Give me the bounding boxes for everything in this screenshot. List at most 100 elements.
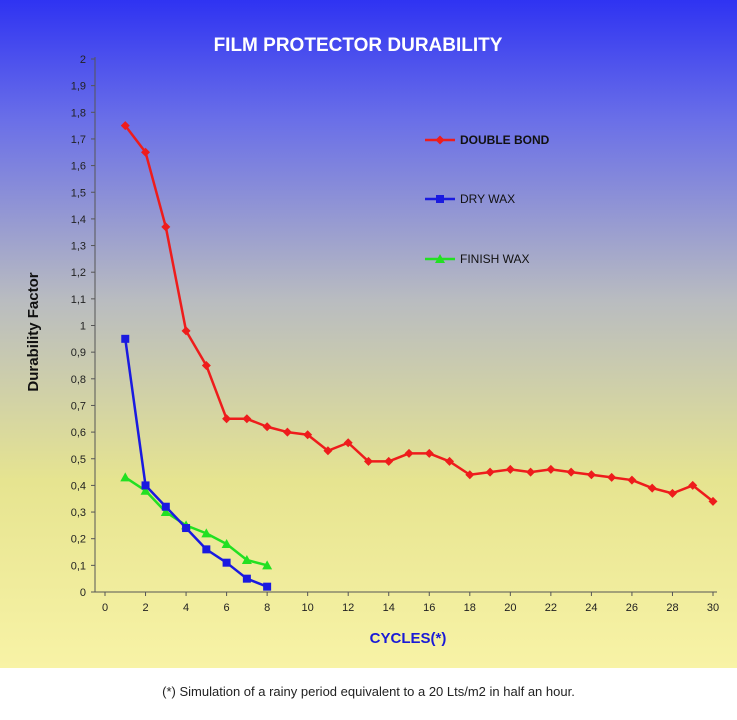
x-tick-label: 16 xyxy=(423,602,435,614)
data-point-double-bond xyxy=(141,147,151,157)
x-tick-label: 14 xyxy=(383,602,395,614)
data-point-double-bond xyxy=(181,326,191,336)
y-tick-label: 1,4 xyxy=(71,214,86,226)
x-tick-label: 2 xyxy=(142,602,148,614)
series-double-bond xyxy=(120,121,718,506)
data-point-double-bond xyxy=(586,470,596,480)
y-tick-label: 0,9 xyxy=(71,347,86,359)
x-tick-label: 22 xyxy=(545,602,557,614)
x-tick-label: 4 xyxy=(183,602,189,614)
y-axis-label: Durability Factor xyxy=(25,272,42,391)
data-point-double-bond xyxy=(343,438,353,448)
legend-label: FINISH WAX xyxy=(460,252,530,266)
x-tick-label: 6 xyxy=(224,602,230,614)
series-layer xyxy=(120,121,718,591)
y-tick-label: 1,6 xyxy=(71,161,86,173)
y-tick-label: 0,8 xyxy=(71,374,86,386)
data-point-dry-wax xyxy=(121,334,130,343)
x-tick-label: 8 xyxy=(264,602,270,614)
x-tick-label: 18 xyxy=(464,602,476,614)
legend-label: DOUBLE BOND xyxy=(460,133,550,147)
y-tick-label: 1,3 xyxy=(71,241,86,253)
data-point-double-bond xyxy=(667,488,677,498)
data-point-double-bond xyxy=(120,121,130,131)
y-tick-label: 1,5 xyxy=(71,187,86,199)
y-tick-label: 0,6 xyxy=(71,427,86,439)
legend-marker xyxy=(436,195,444,203)
series-dry-wax xyxy=(121,334,272,591)
y-axis-ticks: 0 0,1 0,2 0,3 0,4 0,5 0,6 0,7 0,8 0,9 1 1,1 1,2 1,3 1,… xyxy=(71,54,95,599)
x-tick-label: 26 xyxy=(626,602,638,614)
legend-item-double-bond: DOUBLE BOND xyxy=(425,133,550,147)
data-point-double-bond xyxy=(201,360,211,370)
data-point-dry-wax xyxy=(202,545,211,554)
data-point-dry-wax xyxy=(161,502,170,511)
y-tick-label: 1,9 xyxy=(71,81,86,93)
data-point-double-bond xyxy=(607,472,617,482)
data-point-double-bond xyxy=(222,414,232,424)
data-point-double-bond xyxy=(546,464,556,474)
data-point-double-bond xyxy=(384,456,394,466)
data-point-finish-wax xyxy=(262,560,273,570)
data-point-dry-wax xyxy=(141,481,150,490)
data-point-double-bond xyxy=(363,456,373,466)
data-point-double-bond xyxy=(647,483,657,493)
y-tick-label: 1,2 xyxy=(71,267,86,279)
line-chart: FILM PROTECTOR DURABILITY 00,10,20,30,40… xyxy=(25,35,720,647)
legend-marker xyxy=(435,135,445,145)
data-point-dry-wax xyxy=(182,524,191,533)
x-tick-label: 30 xyxy=(707,602,719,614)
legend-marker xyxy=(435,254,445,263)
legend-label: DRY WAX xyxy=(460,192,515,206)
data-point-double-bond xyxy=(303,430,313,440)
series-line-double-bond xyxy=(124,124,714,503)
x-tick-label: 0 xyxy=(102,602,108,614)
y-tick-label: 0,3 xyxy=(71,507,86,519)
y-tick-label: 0,2 xyxy=(71,534,86,546)
data-point-finish-wax xyxy=(221,539,232,549)
data-point-finish-wax xyxy=(140,485,151,495)
chart-title: FILM PROTECTOR DURABILITY xyxy=(214,35,503,56)
y-tick-label: 0,7 xyxy=(71,400,86,412)
y-tick-label: 0 xyxy=(80,587,86,599)
data-point-double-bond xyxy=(262,422,272,432)
axes xyxy=(94,57,717,593)
y-tick-label: 0,5 xyxy=(71,454,86,466)
series-line-dry-wax xyxy=(124,338,268,588)
data-point-double-bond xyxy=(282,427,292,437)
data-point-double-bond xyxy=(627,475,637,485)
x-tick-label: 10 xyxy=(302,602,314,614)
data-point-double-bond xyxy=(404,448,414,458)
data-point-double-bond xyxy=(445,456,455,466)
data-point-double-bond xyxy=(242,414,252,424)
data-point-double-bond xyxy=(323,446,333,456)
data-point-dry-wax xyxy=(242,574,251,583)
y-tick-label: 0,1 xyxy=(71,560,86,572)
data-point-double-bond xyxy=(505,464,515,474)
data-point-double-bond xyxy=(526,467,536,477)
y-tick-label: 1,7 xyxy=(71,134,86,146)
x-tick-label: 20 xyxy=(504,602,516,614)
x-tick-label: 28 xyxy=(666,602,678,614)
y-tick-label: 1,1 xyxy=(71,294,86,306)
data-point-dry-wax xyxy=(263,582,272,591)
y-tick-label: 1,8 xyxy=(71,107,86,119)
data-point-double-bond xyxy=(566,467,576,477)
y-tick-label: 2 xyxy=(80,54,86,66)
data-point-finish-wax xyxy=(160,507,171,517)
data-point-double-bond xyxy=(465,470,475,480)
data-point-double-bond xyxy=(485,467,495,477)
y-tick-label: 1 xyxy=(80,321,86,333)
data-point-finish-wax xyxy=(241,555,252,565)
x-tick-label: 12 xyxy=(342,602,354,614)
legend-item-finish-wax: FINISH WAX xyxy=(425,252,530,266)
data-point-finish-wax xyxy=(120,472,131,482)
x-axis-ticks: 0 2 4 6 8 10 12 14 16 18 20 22 24 26 28 30 xyxy=(102,592,719,614)
legend: DOUBLE BOND DRY WAX FINISH WAX xyxy=(425,133,550,266)
data-point-double-bond xyxy=(708,496,718,506)
data-point-double-bond xyxy=(161,222,171,232)
footnote: (*) Simulation of a rainy period equival… xyxy=(162,684,575,699)
data-point-dry-wax xyxy=(222,558,231,567)
y-tick-label: 0,4 xyxy=(71,480,86,492)
data-point-double-bond xyxy=(424,448,434,458)
